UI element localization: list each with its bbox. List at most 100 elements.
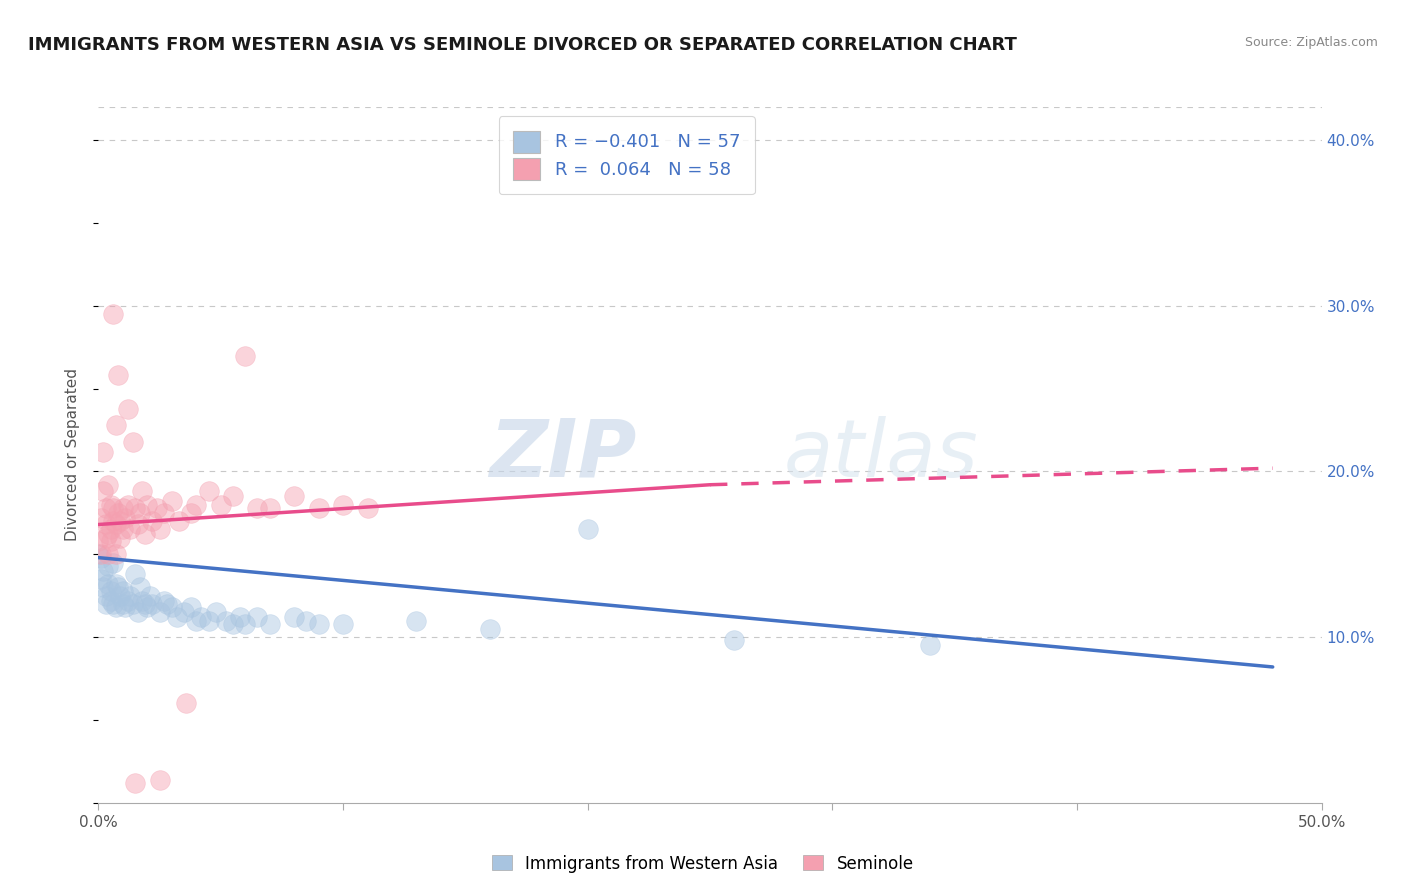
Point bbox=[176, 697, 198, 711]
Point bbox=[100, 534, 122, 549]
Point bbox=[87, 534, 110, 549]
Point bbox=[205, 605, 228, 619]
Text: IMMIGRANTS FROM WESTERN ASIA VS SEMINOLE DIVORCED OR SEPARATED CORRELATION CHART: IMMIGRANTS FROM WESTERN ASIA VS SEMINOLE… bbox=[28, 36, 1017, 54]
Point bbox=[107, 506, 129, 520]
Point bbox=[120, 523, 142, 537]
Legend: R = −0.401   N = 57, R =  0.064   N = 58: R = −0.401 N = 57, R = 0.064 N = 58 bbox=[499, 116, 755, 194]
Point bbox=[101, 500, 124, 515]
Point bbox=[576, 523, 599, 537]
Point bbox=[136, 498, 159, 512]
Point bbox=[90, 572, 112, 586]
Point bbox=[110, 514, 132, 528]
Point bbox=[91, 581, 114, 595]
Point bbox=[197, 614, 219, 628]
Text: atlas: atlas bbox=[783, 416, 979, 494]
Point bbox=[120, 589, 142, 603]
Point bbox=[90, 511, 112, 525]
Point bbox=[308, 500, 330, 515]
Point bbox=[259, 500, 281, 515]
Point bbox=[131, 484, 153, 499]
Point bbox=[104, 517, 127, 532]
Point bbox=[117, 593, 139, 607]
Point bbox=[111, 597, 134, 611]
Point bbox=[190, 610, 212, 624]
Point bbox=[104, 577, 127, 591]
Point bbox=[233, 616, 256, 631]
Point bbox=[117, 401, 139, 416]
Point bbox=[139, 589, 162, 603]
Point bbox=[478, 622, 501, 636]
Point bbox=[129, 506, 152, 520]
Point bbox=[134, 527, 156, 541]
Point bbox=[87, 547, 110, 561]
Point bbox=[134, 597, 156, 611]
Point bbox=[283, 610, 305, 624]
Point bbox=[723, 633, 745, 648]
Point bbox=[136, 600, 159, 615]
Point bbox=[94, 589, 117, 603]
Point bbox=[153, 506, 176, 520]
Point bbox=[160, 600, 183, 615]
Point bbox=[214, 614, 236, 628]
Point bbox=[146, 500, 169, 515]
Point bbox=[127, 517, 149, 532]
Point bbox=[100, 523, 122, 537]
Point bbox=[405, 614, 427, 628]
Text: Source: ZipAtlas.com: Source: ZipAtlas.com bbox=[1244, 36, 1378, 49]
Point bbox=[100, 498, 122, 512]
Y-axis label: Divorced or Separated: Divorced or Separated bbox=[65, 368, 80, 541]
Point bbox=[173, 605, 195, 619]
Point bbox=[180, 506, 202, 520]
Text: ZIP: ZIP bbox=[489, 416, 637, 494]
Point bbox=[94, 531, 117, 545]
Point bbox=[332, 616, 354, 631]
Point bbox=[149, 523, 172, 537]
Point bbox=[94, 597, 117, 611]
Point bbox=[222, 489, 245, 503]
Point bbox=[100, 593, 122, 607]
Point bbox=[186, 498, 208, 512]
Point bbox=[124, 567, 146, 582]
Point bbox=[246, 610, 269, 624]
Point bbox=[246, 500, 269, 515]
Point bbox=[117, 498, 139, 512]
Point bbox=[91, 444, 114, 458]
Point bbox=[121, 434, 143, 449]
Point bbox=[121, 597, 143, 611]
Point bbox=[90, 547, 112, 561]
Point bbox=[920, 639, 942, 653]
Point bbox=[308, 616, 330, 631]
Point bbox=[127, 605, 149, 619]
Point bbox=[124, 500, 146, 515]
Point bbox=[97, 527, 120, 541]
Point bbox=[94, 517, 117, 532]
Point bbox=[97, 558, 120, 573]
Point bbox=[104, 600, 127, 615]
Point bbox=[141, 514, 163, 528]
Point bbox=[229, 610, 252, 624]
Point bbox=[97, 547, 120, 561]
Point bbox=[222, 616, 245, 631]
Point bbox=[110, 531, 132, 545]
Point bbox=[283, 489, 305, 503]
Point bbox=[259, 616, 281, 631]
Point bbox=[153, 593, 176, 607]
Point bbox=[197, 484, 219, 499]
Point bbox=[100, 583, 122, 598]
Point bbox=[186, 614, 208, 628]
Point bbox=[209, 498, 232, 512]
Point bbox=[110, 589, 132, 603]
Point bbox=[167, 514, 190, 528]
Point bbox=[97, 577, 120, 591]
Point bbox=[107, 368, 129, 383]
Point bbox=[356, 500, 378, 515]
Point bbox=[295, 614, 318, 628]
Point bbox=[97, 477, 120, 491]
Point bbox=[107, 581, 129, 595]
Point bbox=[114, 600, 136, 615]
Point bbox=[160, 494, 183, 508]
Point bbox=[129, 581, 152, 595]
Point bbox=[141, 597, 163, 611]
Point bbox=[94, 500, 117, 515]
Legend: Immigrants from Western Asia, Seminole: Immigrants from Western Asia, Seminole bbox=[485, 848, 921, 880]
